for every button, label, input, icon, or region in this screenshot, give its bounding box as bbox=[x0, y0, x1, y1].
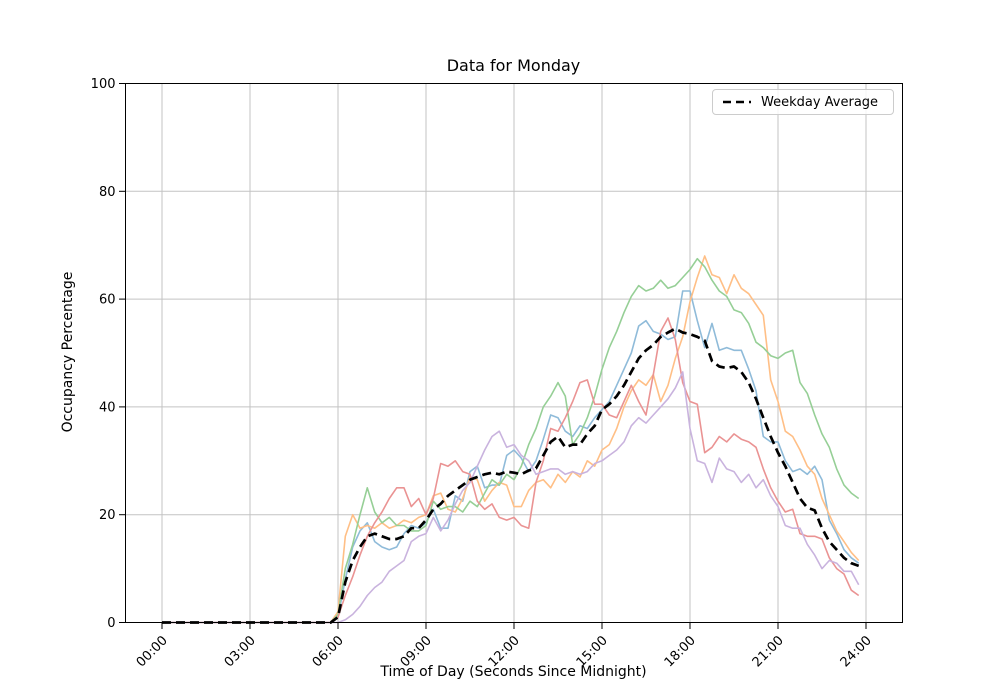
series-line-2 bbox=[162, 255, 860, 624]
y-tick-label: 0 bbox=[107, 616, 115, 631]
y-axis-label: Occupancy Percentage bbox=[60, 271, 76, 433]
legend: Weekday Average bbox=[712, 89, 894, 115]
legend-dash-icon bbox=[723, 100, 751, 104]
y-tick-label: 40 bbox=[99, 400, 116, 415]
series-line-1 bbox=[162, 290, 860, 624]
series-line-4 bbox=[162, 317, 860, 624]
series-line-6 bbox=[162, 327, 860, 624]
x-axis-label: Time of Day (Seconds Since Midnight) bbox=[380, 664, 647, 680]
y-tick-label: 100 bbox=[91, 77, 116, 92]
chart-title: Data for Monday bbox=[446, 56, 581, 75]
y-tick-label: 60 bbox=[99, 293, 116, 308]
legend-label: Weekday Average bbox=[761, 94, 879, 110]
y-tick-label: 80 bbox=[99, 185, 116, 200]
series-line-3 bbox=[162, 257, 860, 624]
y-tick-label: 20 bbox=[99, 508, 116, 523]
